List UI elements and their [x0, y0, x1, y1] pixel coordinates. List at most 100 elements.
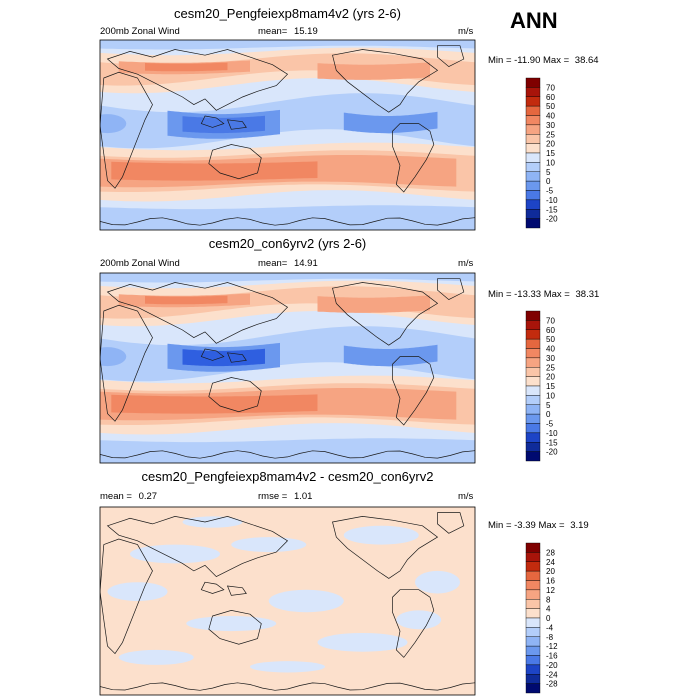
panel1-colorbar-label-6: 20	[546, 140, 555, 149]
panel2-colorbar-swatch-1	[525, 320, 541, 330]
panel2-coastline-3	[226, 352, 247, 363]
panel3-negative-patch-4	[268, 589, 344, 613]
panel1-colorbar-swatch-5	[525, 124, 541, 135]
panel3-negative-patch-2	[343, 525, 419, 545]
panel3-colorbar-swatch-12	[525, 655, 541, 666]
panel2-colorbar-label-3: 40	[546, 345, 555, 354]
panel1-colorbar-label-12: -10	[546, 196, 558, 205]
panel3-min-value: -3.39	[514, 520, 536, 531]
panel1-coastline-2	[200, 115, 225, 128]
panel3-colorbar-swatch-7	[525, 608, 541, 619]
panel2-min-label: Min =	[488, 289, 512, 300]
panel2-minmax: Min = -13.33 Max = 38.31	[488, 289, 599, 300]
panel3-min-label: Min =	[488, 520, 512, 531]
panel2-colorbar-swatch-14	[525, 442, 541, 452]
panel2-sh-jet-core	[111, 394, 318, 414]
panel2-max-value: 38.31	[575, 289, 600, 300]
panel2-max-label: Max =	[543, 289, 570, 300]
panel3-colorbar-label-3: 16	[546, 577, 555, 586]
panel1-coastlines	[100, 45, 475, 226]
panel3-colorbar-swatch-5	[525, 589, 541, 600]
panel2-coastline-1	[106, 282, 289, 344]
panel3-negative-patch-8	[415, 570, 460, 594]
panel1-colorbar-swatch-8	[525, 152, 541, 163]
panel3-colorbar-label-13: -24	[546, 670, 558, 679]
panel2-arctic-band	[100, 273, 475, 283]
panel3-units: m/s	[458, 491, 474, 502]
panel2-colorbar-swatch-12	[525, 423, 541, 434]
panel1-colorbar-label-7: 15	[546, 149, 555, 158]
panel3-max-value: 3.19	[570, 520, 589, 531]
panel1-polar-band	[100, 205, 475, 230]
panel3-colorbar-swatch-4	[525, 580, 541, 591]
panel2-colorbar-swatch-13	[525, 432, 541, 443]
panel3-negative-patch-6	[317, 632, 408, 652]
panel2-colorbar-swatch-15	[525, 451, 541, 462]
panel3-colorbar-swatch-9	[525, 627, 541, 637]
panel3-colorbar-swatch-15	[525, 683, 541, 694]
panel3-negative-patch-9	[250, 661, 325, 673]
panel1-colorbar-swatch-12	[525, 190, 541, 201]
panel2-colorbar-label-2: 50	[546, 335, 555, 344]
panel3-negative-patch-10	[182, 516, 243, 528]
panel2-colorbar-swatch-9	[525, 395, 541, 405]
panel1-colorbar-swatch-14	[525, 209, 541, 219]
panel3-colorbar-label-5: 8	[546, 595, 551, 604]
panel3-negative-patch-3	[107, 582, 168, 601]
panel3-colorbar-label-14: -28	[546, 680, 558, 689]
panel3-minmax: Min = -3.39 Max = 3.19	[488, 520, 589, 531]
panel3-colorbar-swatch-10	[525, 636, 541, 647]
panel1-min-value: -11.90	[514, 55, 541, 66]
panel3-colorbar-label-2: 20	[546, 567, 555, 576]
panel3-rmse: rmse = 1.01	[258, 491, 312, 502]
panel2-coastlines	[100, 278, 475, 459]
panel1-coastline-5	[332, 49, 439, 113]
panel1-mean-value: 15.19	[293, 26, 318, 37]
panel1-colorbar-swatch-2	[525, 96, 541, 107]
panel2-title: cesm20_con6yrv2 (yrs 2-6)	[208, 236, 367, 251]
panel3-negative-patch-7	[118, 649, 194, 665]
panel3-colorbar-swatch-8	[525, 617, 541, 628]
panel1-sh-jet-core	[111, 161, 318, 181]
panel3-rmse-value: 1.01	[293, 491, 313, 502]
panel1-mean: mean= 15.19	[258, 26, 318, 37]
panel2-colorbar-swatch-5	[525, 357, 541, 368]
panel1-colorbar-label-2: 50	[546, 102, 555, 111]
panel1-coastline-4	[208, 144, 262, 180]
panel3-colorbar-swatch-3	[525, 570, 541, 581]
panel1-colorbar-swatch-7	[525, 143, 541, 154]
panel2-nh-jet-core-3	[317, 295, 430, 313]
panel1-arctic-band	[100, 40, 475, 50]
panel2-colorbar-label-6: 20	[546, 373, 555, 382]
panel3-negative-patch-5	[186, 616, 277, 632]
panel3-coastline-3	[226, 585, 247, 596]
panel2-nh-jet-core-2	[145, 295, 228, 305]
panel3-coastline-2	[200, 581, 225, 594]
panel2-tropical-blob	[100, 347, 127, 367]
panel2-colorbar-swatch-4	[525, 348, 541, 359]
panel3-colorbar-label-11: -16	[546, 652, 558, 661]
panel2-colorbar-label-12: -10	[546, 429, 558, 438]
panel3-coastline-7	[437, 512, 465, 534]
panel1-colorbar-swatch-6	[525, 134, 541, 144]
panel1-tropical-blob	[100, 114, 127, 134]
panel1-coastline-antarctica	[100, 217, 475, 226]
panel1-contours	[100, 40, 475, 230]
panel2-colorbar-label-1: 60	[546, 326, 555, 335]
panel3-colorbar-swatch-14	[525, 674, 541, 684]
panel1-field-label: 200mb Zonal Wind	[100, 26, 180, 37]
panel3-colorbar-swatch-11	[525, 645, 541, 656]
panel1-coastline-1	[106, 49, 289, 111]
panel3-colorbar-label-7: 0	[546, 614, 551, 623]
season-label: ANN	[510, 8, 558, 33]
panel2-contours	[100, 273, 475, 463]
panel2-colorbar-label-10: 0	[546, 410, 551, 419]
panel3-colorbar-label-6: 4	[546, 605, 551, 614]
panel1-colorbar-label-13: -15	[546, 205, 558, 214]
panel1-units: m/s	[458, 26, 474, 37]
panel2-field-label: 200mb Zonal Wind	[100, 258, 180, 269]
panel2-coastline-7	[437, 278, 465, 301]
